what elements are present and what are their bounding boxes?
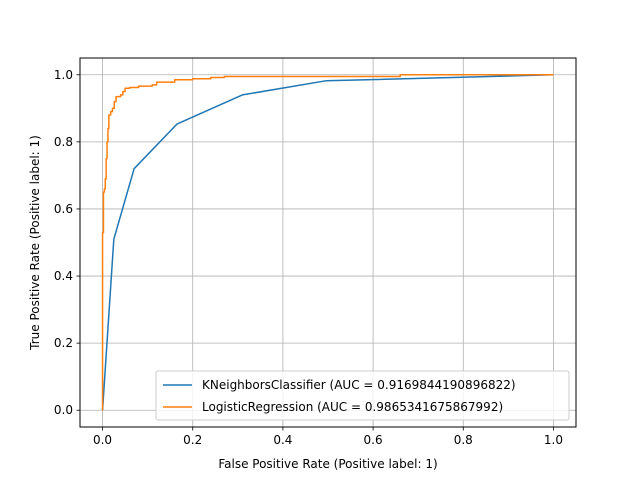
y-tick-label: 0.2 — [54, 336, 73, 350]
x-tick-label: 1.0 — [544, 433, 563, 447]
knn-roc-line — [101, 74, 554, 411]
plot-frame — [79, 57, 577, 428]
y-tick-label: 0.8 — [54, 135, 73, 149]
x-axis-label: False Positive Rate (Positive label: 1) — [218, 457, 437, 471]
grid — [80, 58, 576, 427]
x-tick-label: 0.6 — [364, 433, 383, 447]
y-tick-label: 0.6 — [54, 202, 73, 216]
y-tick-label: 0.0 — [54, 403, 73, 417]
legend-label-logreg: LogisticRegression (AUC = 0.986534167586… — [202, 400, 503, 414]
series-layer — [101, 74, 554, 411]
legend-label-knn: KNeighborsClassifier (AUC = 0.9169844190… — [202, 378, 516, 392]
x-tick-label: 0.2 — [183, 433, 202, 447]
y-axis-label: True Positive Rate (Positive label: 1) — [28, 135, 42, 351]
logreg-roc-line — [101, 74, 554, 411]
y-tick-label: 1.0 — [54, 68, 73, 82]
legend: KNeighborsClassifier (AUC = 0.9169844190… — [155, 370, 570, 421]
y-tick-label: 0.4 — [54, 269, 73, 283]
x-tick-label: 0.8 — [454, 433, 473, 447]
x-tick-label: 0.0 — [93, 433, 112, 447]
legend-box — [155, 370, 570, 421]
ticks: 0.0 0.2 0.4 0.6 0.8 1.0 0.0 0.2 0.4 0.6 0.8 1.0 — [54, 68, 563, 447]
x-tick-label: 0.4 — [273, 433, 292, 447]
